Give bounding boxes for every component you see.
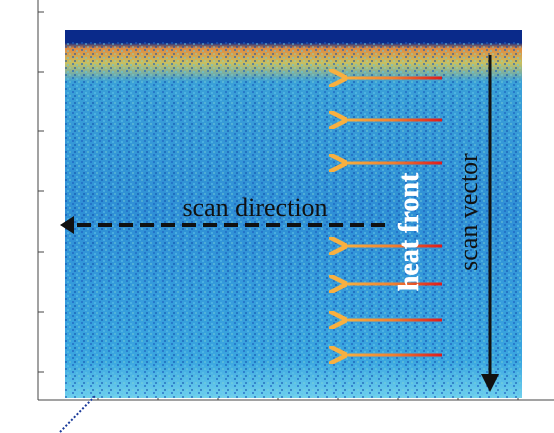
heatmap	[60, 30, 522, 432]
figure: scan direction heat front scan vector	[0, 0, 554, 433]
scan-vector-label: scan vector	[454, 153, 483, 271]
scan-direction-label: scan direction	[182, 193, 327, 222]
heat-front-label: heat front	[394, 172, 425, 291]
